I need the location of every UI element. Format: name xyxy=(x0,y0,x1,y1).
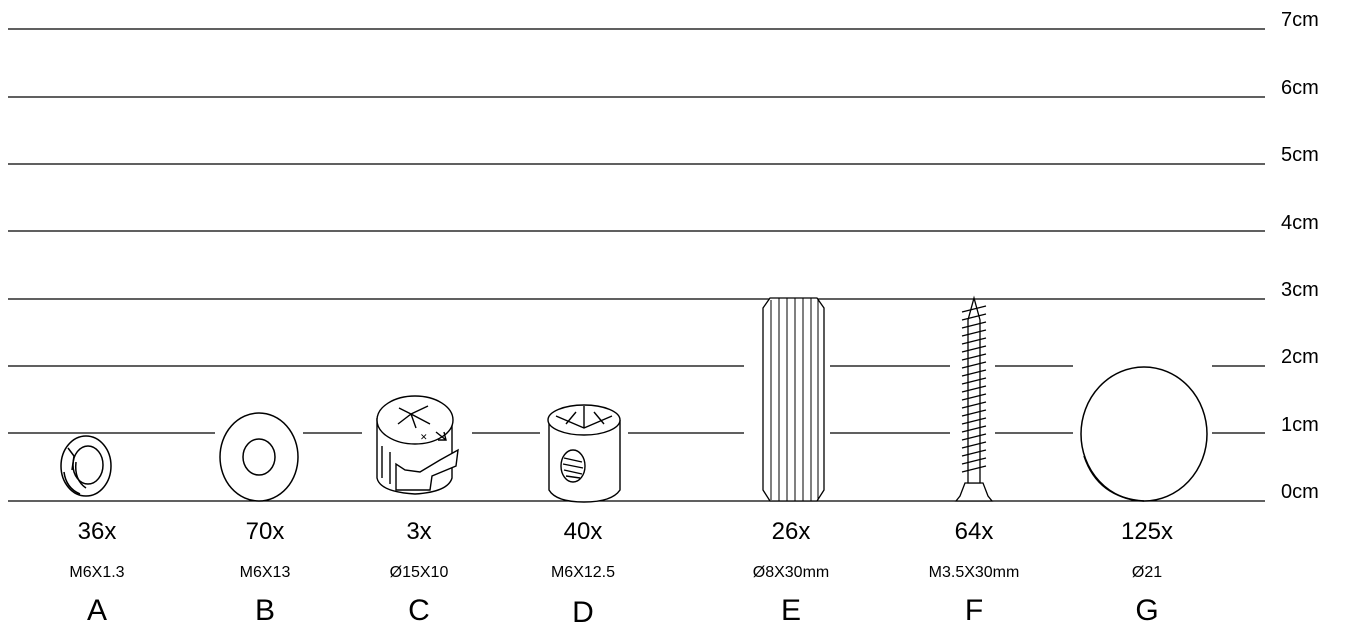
part-f-spec: M3.5X30mm xyxy=(928,564,1020,581)
part-d-spec: M6X12.5 xyxy=(550,564,616,581)
wood-screw-icon xyxy=(954,295,994,502)
part-c-letter: C xyxy=(408,594,430,627)
part-a-quantity: 36x xyxy=(77,518,117,545)
scale-label-4cm: 4cm xyxy=(1281,212,1319,234)
flat-washer-icon xyxy=(219,412,299,502)
part-b-quantity: 70x xyxy=(245,518,285,545)
barrel-nut-icon xyxy=(547,404,621,503)
part-e-letter: E xyxy=(780,594,801,627)
scale-label-5cm: 5cm xyxy=(1281,144,1319,166)
scale-label-0cm: 0cm xyxy=(1281,481,1319,503)
part-g-letter: G xyxy=(1135,594,1159,627)
svg-text:✕: ✕ xyxy=(420,432,428,442)
cam-lock-icon: ✕ xyxy=(376,395,459,495)
part-e-spec: Ø8X30mm xyxy=(752,564,830,581)
part-f-letter: F xyxy=(964,594,984,627)
wooden-dowel-icon xyxy=(762,297,825,502)
part-e-quantity: 26x xyxy=(771,518,811,545)
part-a-spec: M6X1.3 xyxy=(69,564,125,581)
part-b-spec: M6X13 xyxy=(239,564,291,581)
part-c-spec: Ø15X10 xyxy=(389,564,449,581)
part-f-quantity: 64x xyxy=(954,518,994,545)
part-g-quantity: 125x xyxy=(1120,518,1174,545)
scale-label-2cm: 2cm xyxy=(1281,346,1319,368)
scale-label-3cm: 3cm xyxy=(1281,279,1319,301)
part-a-letter: A xyxy=(86,594,107,627)
cover-cap-icon xyxy=(1080,366,1208,502)
part-b-letter: B xyxy=(254,594,275,627)
part-c-quantity: 3x xyxy=(406,518,432,545)
part-d-letter: D xyxy=(572,596,594,629)
part-d-quantity: 40x xyxy=(563,518,603,545)
spring-washer-icon xyxy=(60,435,112,497)
scale-lines xyxy=(8,28,1265,502)
scale-label-1cm: 1cm xyxy=(1281,414,1319,436)
scale-label-7cm: 7cm xyxy=(1281,9,1319,31)
part-g-spec: Ø21 xyxy=(1131,564,1163,581)
scale-label-6cm: 6cm xyxy=(1281,77,1319,99)
